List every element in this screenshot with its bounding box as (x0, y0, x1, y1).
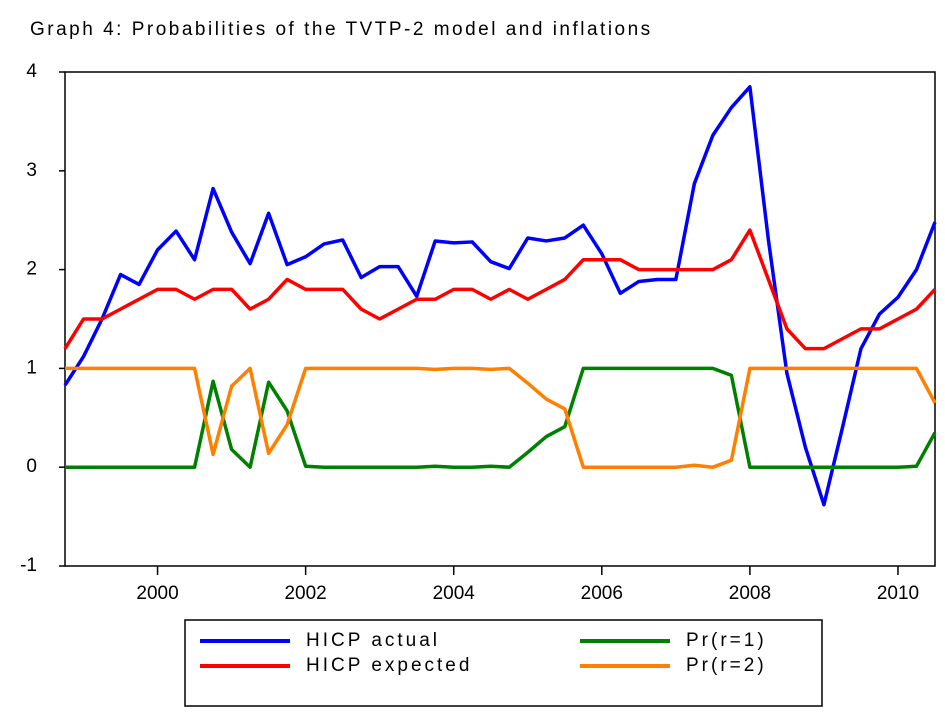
series-line (65, 366, 937, 469)
x-tick-label: 2006 (581, 583, 623, 604)
legend-label: Pr(r=2) (686, 655, 767, 676)
y-tick-label: 0 (26, 456, 37, 477)
legend-frame (184, 619, 823, 707)
x-tick-label: 2002 (284, 583, 326, 604)
series-line (63, 228, 937, 351)
series-line (65, 366, 937, 469)
x-tick-label: 2000 (136, 583, 178, 604)
x-tick-label: 2004 (433, 583, 476, 604)
chart-title: Graph 4: Probabilities of the TVTP-2 mod… (30, 19, 653, 40)
legend-label: Pr(r=1) (686, 630, 767, 651)
y-tick-label: 1 (26, 357, 37, 378)
y-tick-label: 3 (26, 160, 37, 181)
y-tick-label: 4 (26, 61, 37, 82)
plot-frame (64, 71, 936, 567)
y-tick-label: -1 (20, 555, 37, 576)
legend-label: HICP actual (306, 630, 440, 651)
x-tick-label: 2010 (877, 583, 919, 604)
legend-label: HICP expected (306, 655, 472, 676)
y-tick-label: 2 (26, 259, 37, 280)
series-line (63, 85, 937, 507)
x-tick-label: 2008 (729, 583, 771, 604)
